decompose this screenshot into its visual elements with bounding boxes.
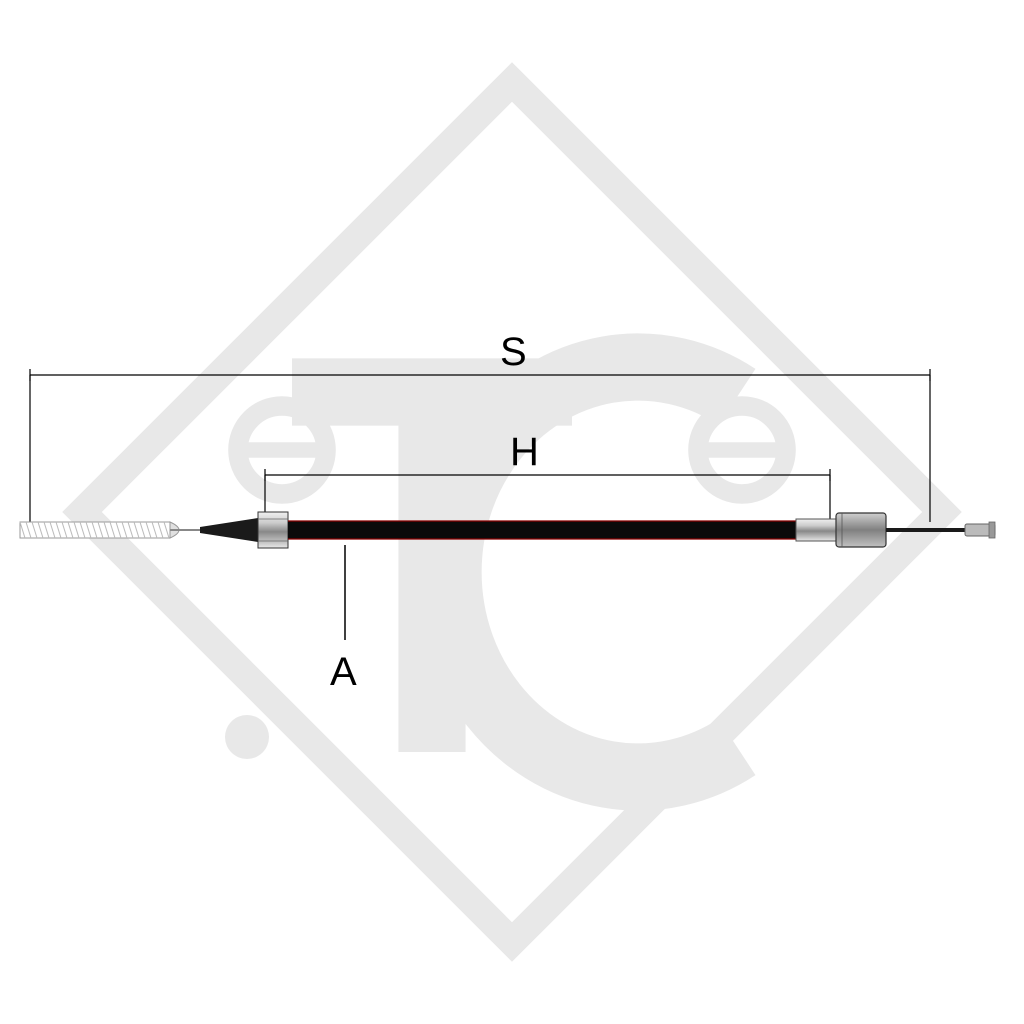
label-a: A <box>330 650 357 695</box>
label-h: H <box>510 430 539 475</box>
watermark <box>82 82 942 942</box>
technical-diagram <box>0 0 1024 1024</box>
label-s: S <box>500 330 527 375</box>
cable-assembly <box>20 512 995 548</box>
